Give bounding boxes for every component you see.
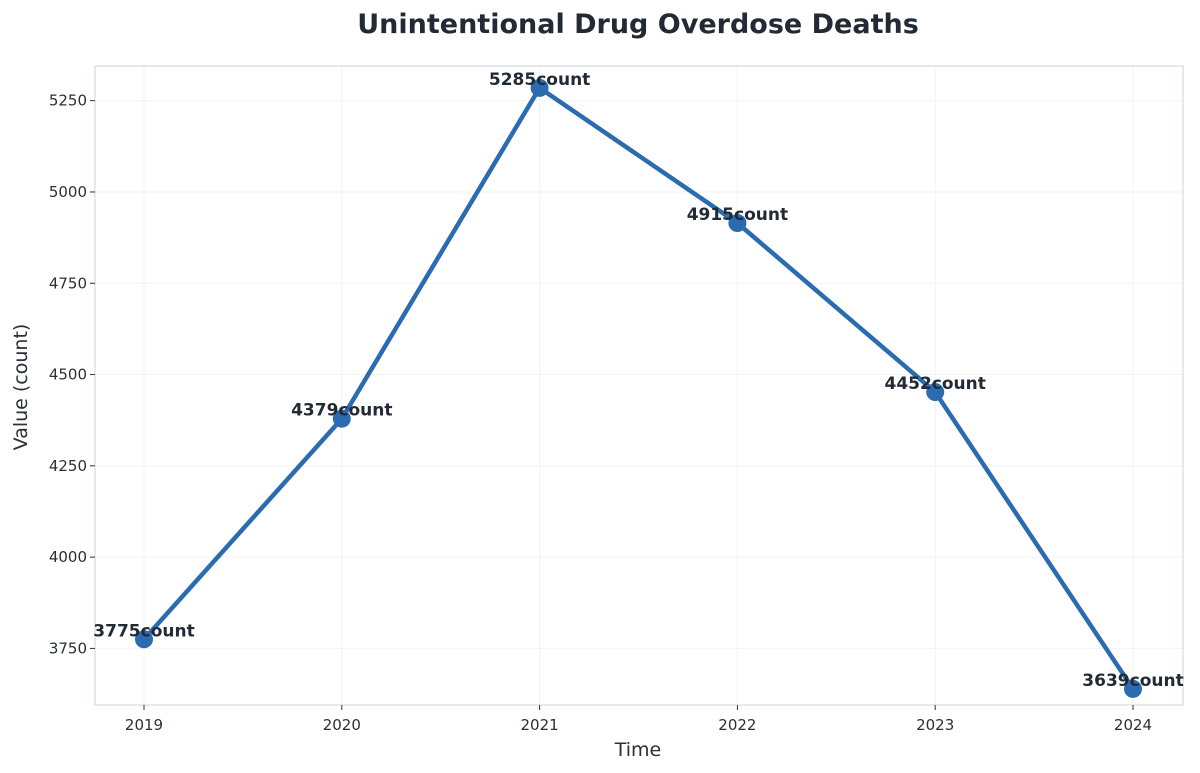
y-tick-label: 4500 [49, 366, 87, 384]
data-point [332, 409, 351, 428]
data-label: 3775count [93, 621, 194, 641]
x-tick-label: 2021 [521, 716, 559, 734]
data-label: 5285count [489, 70, 590, 90]
y-tick-label: 4000 [49, 548, 87, 566]
y-tick-label: 4750 [49, 274, 87, 292]
data-label: 4452count [884, 374, 985, 394]
y-tick-label: 5250 [49, 92, 87, 110]
data-label: 4379count [291, 401, 392, 421]
data-label: 4915count [687, 205, 788, 225]
series-line [141, 85, 1136, 692]
x-axis-label: Time [614, 739, 662, 761]
y-axis-label: Value (count) [10, 324, 32, 451]
plot-frame [94, 65, 1184, 706]
x-tick-label: 2020 [323, 716, 361, 734]
y-tick-label: 5000 [49, 183, 87, 201]
chart-title: Unintentional Drug Overdose Deaths [357, 9, 919, 40]
x-axis: 2019 2020 2021 2022 2023 2024 [125, 705, 1152, 734]
y-axis: 3750 4000 4250 4500 4750 5000 5250 [49, 92, 95, 657]
series-layer [135, 78, 1142, 698]
x-tick-label: 2023 [916, 716, 954, 734]
data-label: 3639count [1082, 671, 1183, 691]
data-labels: 3775count 4379count 5285count 4915count 4452… [93, 70, 1183, 691]
x-tick-label: 2024 [1114, 716, 1152, 734]
data-point [926, 383, 945, 402]
y-tick-label: 4250 [49, 457, 87, 475]
grid [95, 66, 1183, 705]
x-tick-label: 2019 [125, 716, 163, 734]
data-point [1124, 679, 1142, 698]
x-tick-label: 2022 [718, 716, 756, 734]
data-point [135, 630, 153, 649]
data-point [728, 214, 747, 233]
data-point [530, 78, 549, 97]
y-tick-label: 3750 [49, 639, 87, 657]
